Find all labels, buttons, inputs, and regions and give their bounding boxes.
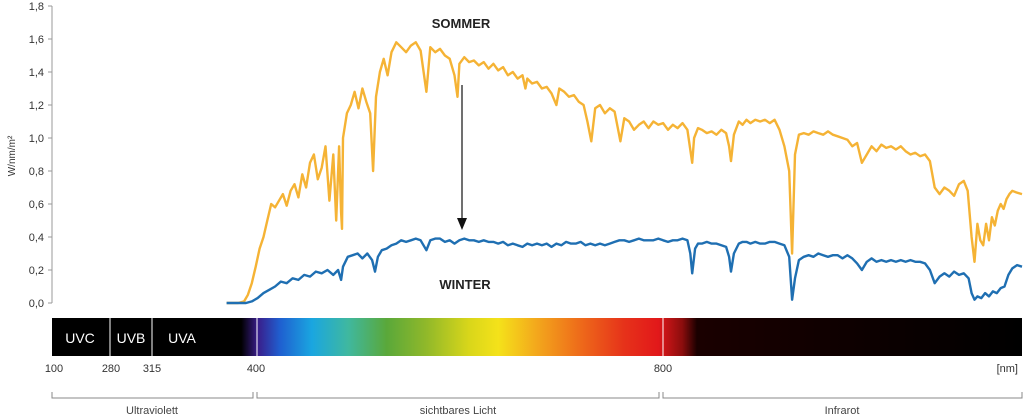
bracket-sichtbares-licht xyxy=(256,392,660,399)
x-tick-800: 800 xyxy=(654,363,672,375)
arrow-head xyxy=(457,218,467,230)
region-label-ultraviolett: Ultraviolett xyxy=(126,405,178,417)
x-axis: 100 280 315 400 800 [nm] xyxy=(45,363,1018,375)
band-label-uvc: UVC xyxy=(65,330,95,346)
series-line-sommer xyxy=(226,41,1023,305)
summer-label: SOMMER xyxy=(432,16,491,31)
spectrum-gradient xyxy=(52,318,1022,356)
series-line-winter xyxy=(226,237,1023,305)
x-tick-315: 315 xyxy=(143,363,161,375)
y-tick-label: 0,2 xyxy=(29,265,44,277)
x-tick-100: 100 xyxy=(45,363,63,375)
y-tick-label: 0,6 xyxy=(29,199,44,211)
region-brackets xyxy=(51,392,1023,399)
y-tick-label: 1,8 xyxy=(29,1,44,13)
spectrum-bar: UVC UVB UVA xyxy=(52,318,1022,356)
band-label-uvb: UVB xyxy=(117,330,146,346)
x-tick-280: 280 xyxy=(102,363,120,375)
y-tick-label: 1,0 xyxy=(29,133,44,145)
y-tick-label: 0,8 xyxy=(29,166,44,178)
x-tick-400: 400 xyxy=(247,363,265,375)
region-label-sichtbares-licht: sichtbares Licht xyxy=(420,405,496,417)
seasonal-arrow xyxy=(457,85,467,230)
bracket-ultraviolett xyxy=(51,392,254,399)
series-layer xyxy=(226,41,1023,305)
x-unit-label: [nm] xyxy=(997,363,1018,375)
y-tick-label: 0,4 xyxy=(29,232,44,244)
winter-label: WINTER xyxy=(439,277,491,292)
y-tick-label: 1,6 xyxy=(29,34,44,46)
y-axis-ticks: 0,0 0,2 0,4 0,6 0,8 1,0 1,2 1,4 1,6 1,8 xyxy=(29,1,52,310)
y-tick-label: 0,0 xyxy=(29,298,44,310)
y-axis-title: W/nm/m² xyxy=(7,135,18,176)
y-axis: 0,0 0,2 0,4 0,6 0,8 1,0 1,2 1,4 1,6 1,8 W/nm/m² xyxy=(7,1,53,310)
band-label-uva: UVA xyxy=(168,330,196,346)
region-label-infrarot: Infrarot xyxy=(825,405,860,417)
y-tick-label: 1,4 xyxy=(29,67,44,79)
y-tick-label: 1,2 xyxy=(29,100,44,112)
bracket-infrarot xyxy=(662,392,1023,399)
